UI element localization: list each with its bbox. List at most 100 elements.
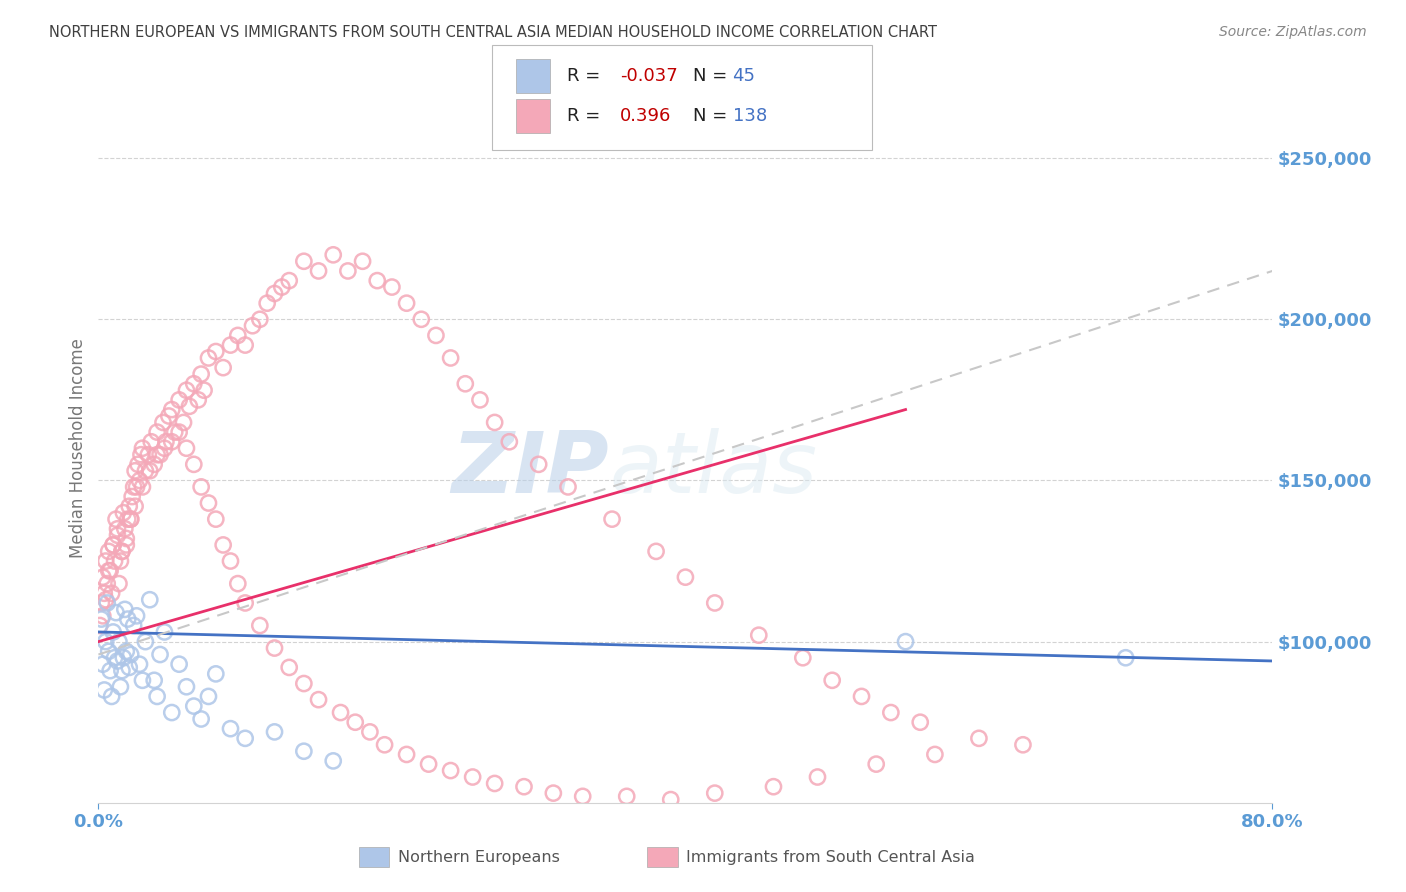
Point — [97, 644, 120, 658]
Point — [233, 596, 256, 610]
Point — [924, 747, 946, 762]
Point — [160, 706, 183, 720]
Point — [197, 351, 219, 365]
Point — [484, 416, 506, 430]
Point — [110, 680, 132, 694]
Point — [94, 634, 117, 648]
Point — [101, 538, 124, 552]
Point — [105, 606, 128, 620]
Y-axis label: Median Household Income: Median Household Income — [69, 338, 87, 558]
Point — [425, 328, 447, 343]
Point — [108, 634, 131, 648]
Point — [322, 248, 344, 262]
Point — [366, 274, 388, 288]
Point — [219, 554, 242, 568]
Point — [153, 441, 176, 455]
Point — [125, 480, 148, 494]
Text: -0.037: -0.037 — [620, 67, 678, 85]
Point — [96, 596, 118, 610]
Point — [762, 780, 785, 794]
Point — [212, 360, 235, 375]
Point — [173, 416, 195, 430]
Point — [292, 254, 315, 268]
Point — [94, 554, 117, 568]
Point — [249, 618, 271, 632]
Point — [352, 254, 374, 268]
Point — [484, 776, 506, 790]
Point — [344, 715, 367, 730]
Point — [219, 338, 242, 352]
Point — [278, 660, 301, 674]
Text: Northern Europeans: Northern Europeans — [398, 850, 560, 864]
Text: N =: N = — [693, 67, 727, 85]
Point — [336, 264, 359, 278]
Point — [374, 738, 396, 752]
Point — [114, 602, 136, 616]
Point — [454, 376, 477, 391]
Point — [128, 657, 150, 672]
Point — [894, 634, 917, 648]
Point — [439, 764, 461, 778]
Point — [122, 618, 145, 632]
Text: Source: ZipAtlas.com: Source: ZipAtlas.com — [1219, 25, 1367, 39]
Text: ZIP: ZIP — [451, 428, 609, 511]
Point — [865, 757, 887, 772]
Point — [160, 434, 183, 449]
Point — [97, 564, 120, 578]
Point — [197, 690, 219, 704]
Point — [94, 592, 117, 607]
Point — [114, 522, 136, 536]
Point — [153, 624, 176, 639]
Point — [263, 724, 285, 739]
Point — [103, 650, 125, 665]
Point — [101, 624, 124, 639]
Point — [120, 512, 142, 526]
Point — [308, 692, 330, 706]
Point — [418, 757, 440, 772]
Point — [152, 416, 174, 430]
Point — [967, 731, 990, 746]
Point — [659, 792, 682, 806]
Point — [821, 673, 844, 688]
Point — [263, 641, 285, 656]
Point — [146, 448, 169, 462]
Point — [115, 538, 138, 552]
Point — [112, 506, 135, 520]
Point — [101, 538, 124, 552]
Text: R =: R = — [567, 107, 600, 125]
Point — [111, 544, 134, 558]
Point — [176, 680, 198, 694]
Point — [117, 612, 139, 626]
Point — [703, 786, 725, 800]
Point — [242, 318, 264, 333]
Point — [263, 286, 285, 301]
Point — [205, 344, 228, 359]
Point — [96, 576, 118, 591]
Point — [212, 538, 235, 552]
Point — [118, 500, 141, 514]
Text: atlas: atlas — [609, 428, 817, 511]
Point — [155, 434, 177, 449]
Point — [256, 296, 278, 310]
Point — [90, 596, 112, 610]
Point — [179, 400, 201, 414]
Point — [124, 500, 146, 514]
Point — [703, 596, 725, 610]
Point — [98, 564, 121, 578]
Point — [513, 780, 536, 794]
Point — [806, 770, 828, 784]
Point — [143, 458, 166, 472]
Point — [141, 434, 163, 449]
Point — [100, 690, 122, 704]
Point — [112, 650, 135, 665]
Point — [748, 628, 770, 642]
Point — [176, 441, 198, 455]
Text: 138: 138 — [733, 107, 766, 125]
Point — [226, 576, 249, 591]
Point — [461, 770, 484, 784]
Point — [117, 512, 139, 526]
Point — [910, 715, 932, 730]
Point — [395, 747, 418, 762]
Point — [329, 706, 352, 720]
Point — [219, 722, 242, 736]
